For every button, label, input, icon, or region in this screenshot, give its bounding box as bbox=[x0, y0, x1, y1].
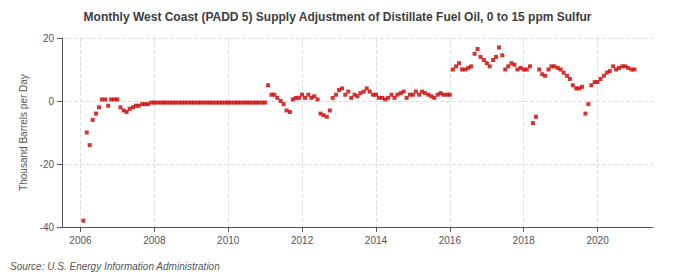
svg-text:2008: 2008 bbox=[143, 235, 166, 246]
svg-text:2010: 2010 bbox=[217, 235, 240, 246]
svg-text:-40: -40 bbox=[40, 222, 55, 233]
svg-text:2014: 2014 bbox=[365, 235, 388, 246]
svg-text:Source: U.S. Energy Informatio: Source: U.S. Energy Information Administ… bbox=[10, 261, 220, 272]
svg-text:20: 20 bbox=[43, 33, 55, 44]
svg-text:0: 0 bbox=[48, 96, 54, 107]
svg-text:2018: 2018 bbox=[513, 235, 536, 246]
svg-text:-20: -20 bbox=[40, 159, 55, 170]
svg-text:2016: 2016 bbox=[439, 235, 462, 246]
svg-text:2012: 2012 bbox=[291, 235, 314, 246]
svg-text:Thousand Barrels per Day: Thousand Barrels per Day bbox=[18, 74, 29, 191]
svg-text:2006: 2006 bbox=[69, 235, 92, 246]
svg-text:Monthly West Coast (PADD 5) Su: Monthly West Coast (PADD 5) Supply Adjus… bbox=[84, 10, 592, 24]
svg-text:2020: 2020 bbox=[586, 235, 609, 246]
